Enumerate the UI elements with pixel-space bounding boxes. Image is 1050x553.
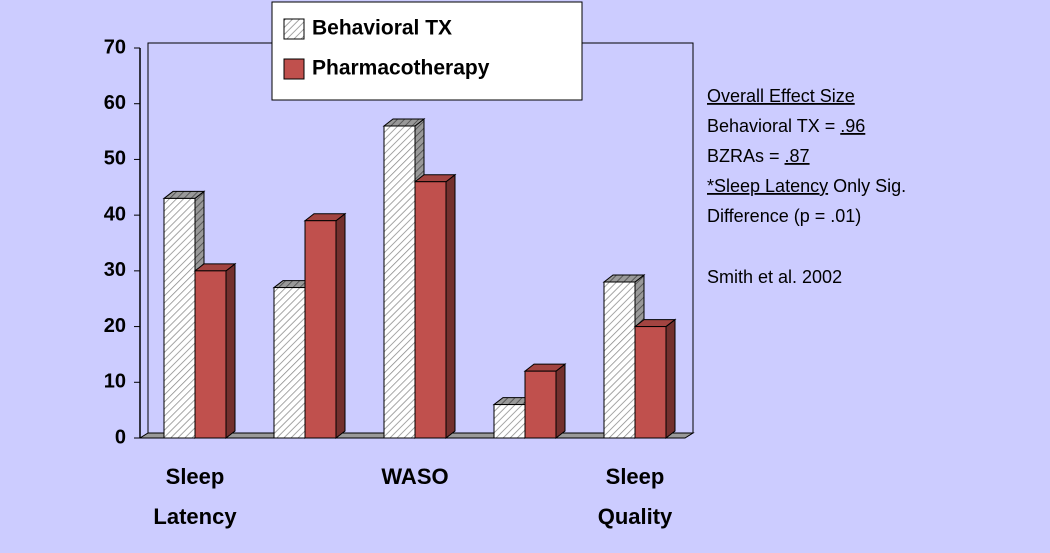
annotation: Overall Effect Size (707, 86, 855, 106)
legend-label: Behavioral TX (312, 17, 452, 40)
legend: Behavioral TX Pharmacotherapy (271, 1, 583, 101)
x-tick-label-line: Latency (153, 504, 237, 529)
bar-front (194, 270, 227, 439)
bar-side (225, 262, 236, 440)
x-tick-label: Sleep Latency (153, 464, 237, 529)
annotation-part: .96 (840, 116, 865, 136)
annotation-part: Difference (p = .01) (707, 206, 861, 226)
annotation: Behavioral TX = .96 (707, 116, 865, 136)
bar-front (304, 220, 337, 439)
bar-side (555, 363, 566, 440)
annotation: BZRAs = .87 (707, 146, 810, 166)
y-tick-label: 60 (104, 92, 126, 114)
bar-front (163, 197, 196, 439)
bar-front (383, 125, 416, 439)
bar (633, 318, 677, 440)
bar (523, 363, 567, 440)
x-tick-label: Sleep Quality (598, 464, 673, 529)
legend-swatch (283, 18, 305, 40)
annotation: Difference (p = .01) (707, 206, 861, 226)
y-tick-label: 40 (104, 203, 126, 225)
y-tick-label: 0 (115, 426, 126, 448)
y-tick-label: 30 (104, 259, 126, 281)
annotation-part: BZRAs = (707, 146, 785, 166)
x-tick-label-line: Quality (598, 504, 673, 529)
x-tick-label: WASO (381, 464, 448, 489)
annotation-part: Behavioral TX = (707, 116, 840, 136)
bar-side (335, 212, 346, 440)
bar-front (603, 281, 636, 439)
annotation-part: Only Sig. (828, 176, 906, 196)
y-tick-label: 10 (104, 371, 126, 393)
annotation-part: Overall Effect Size (707, 86, 855, 106)
bar-side (665, 318, 676, 440)
bar-front (493, 404, 526, 439)
legend-swatch (283, 58, 305, 80)
bar-front (524, 370, 557, 439)
legend-label: Pharmacotherapy (312, 57, 490, 80)
annotation-part: .87 (785, 146, 810, 166)
legend-box (271, 1, 583, 101)
y-tick-label: 70 (104, 36, 126, 58)
bar-front (273, 287, 306, 439)
annotation: *Sleep Latency Only Sig. (707, 176, 906, 196)
x-tick-label-line: Sleep (606, 464, 665, 489)
bar-front (634, 326, 667, 439)
y-tick-label: 20 (104, 315, 126, 337)
citation: Smith et al. 2002 (707, 267, 842, 287)
bar (413, 173, 457, 440)
annotation-part: *Sleep Latency (707, 176, 828, 196)
x-tick-label-line: Sleep (166, 464, 225, 489)
bar-front (414, 181, 447, 439)
bar (303, 212, 347, 440)
y-tick-label: 50 (104, 148, 126, 170)
bar-side (445, 173, 456, 440)
bar (193, 262, 237, 440)
